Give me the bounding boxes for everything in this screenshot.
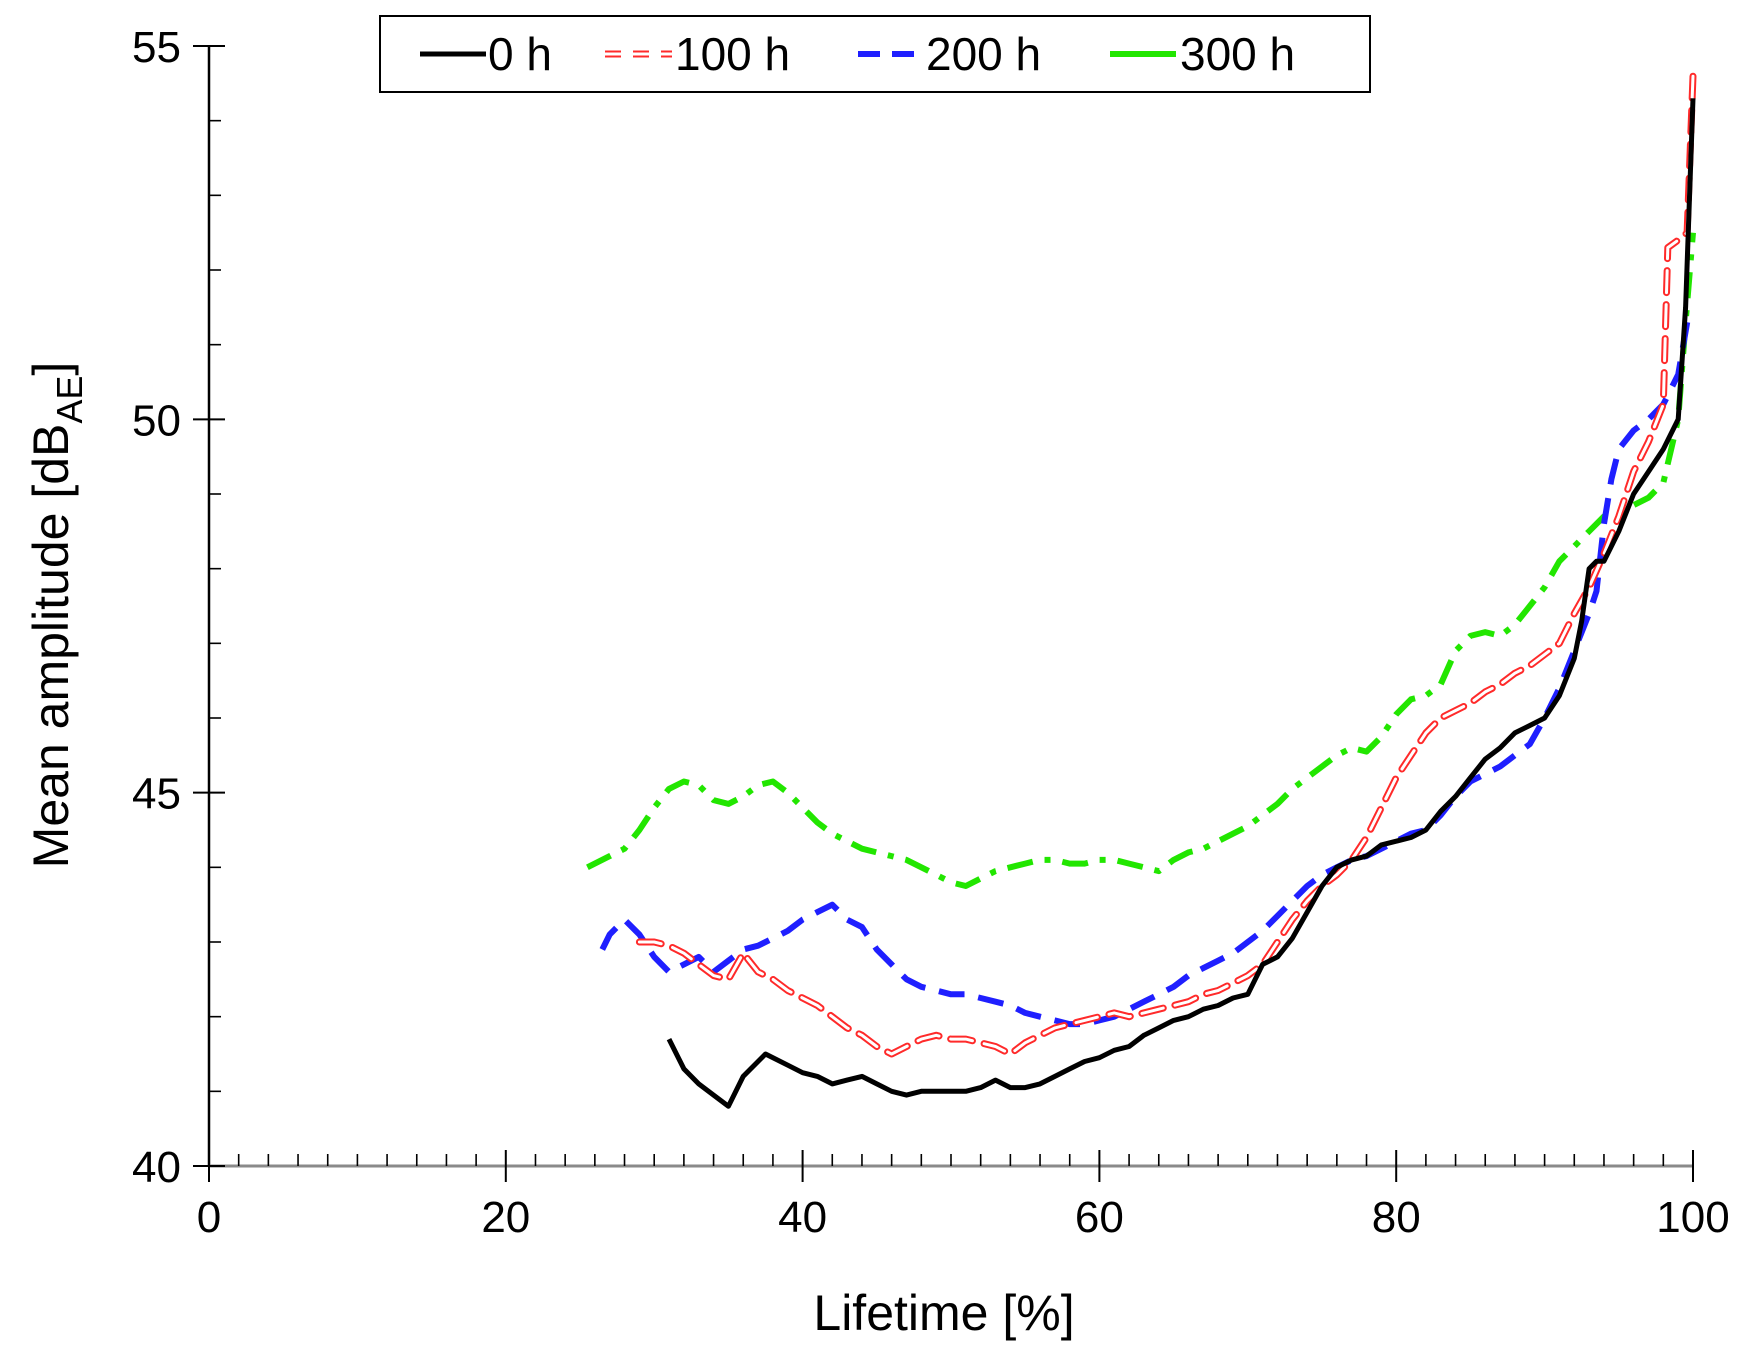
y-tick-label: 40 (132, 1143, 181, 1192)
series-line-outline (635, 72, 1697, 1058)
series-layer (586, 72, 1697, 1109)
series-line (599, 311, 1693, 1028)
y-axis-title: Mean amplitude [dBAE] (23, 362, 90, 869)
x-tick-label: 60 (1075, 1193, 1124, 1242)
series-200-h (599, 311, 1693, 1028)
y-tick-label: 45 (132, 770, 181, 819)
legend-item-300-h: 300 h (1110, 28, 1295, 80)
y-tick-label: 55 (132, 23, 181, 72)
series-line (586, 232, 1696, 889)
series-line (666, 98, 1696, 1109)
series-0-h (666, 98, 1696, 1109)
legend-item-100-h: 100 h (605, 28, 790, 80)
series-300-h (586, 232, 1696, 889)
x-tick-label: 80 (1372, 1193, 1421, 1242)
x-tick-label: 0 (197, 1193, 221, 1242)
x-axis-title: Lifetime [%] (813, 1285, 1074, 1341)
legend-label: 0 h (488, 28, 552, 80)
x-tick-label: 100 (1656, 1193, 1729, 1242)
x-tick-label: 20 (481, 1193, 530, 1242)
x-tick-label: 40 (778, 1193, 827, 1242)
series-100-h (635, 72, 1697, 1058)
axes: 0 20 40 60 80 100 40 45 50 55 (132, 23, 1730, 1242)
y-tick-label: 50 (132, 396, 181, 445)
legend-items: 0 h 100 h 200 h 300 h (420, 28, 1295, 80)
legend-label: 300 h (1180, 28, 1295, 80)
legend-label: 100 h (675, 28, 790, 80)
legend: 0 h 100 h 200 h 300 h (379, 15, 1371, 93)
legend-label: 200 h (926, 28, 1041, 80)
y-axis-title-close: ] (23, 362, 79, 376)
y-axis-title-main: Mean amplitude [dB (23, 424, 79, 869)
y-axis-title-subscript: AE (49, 376, 90, 424)
legend-item-0-h: 0 h (420, 28, 552, 80)
legend-item-200-h: 200 h (858, 28, 1041, 80)
series-line-inner (637, 74, 1695, 1056)
